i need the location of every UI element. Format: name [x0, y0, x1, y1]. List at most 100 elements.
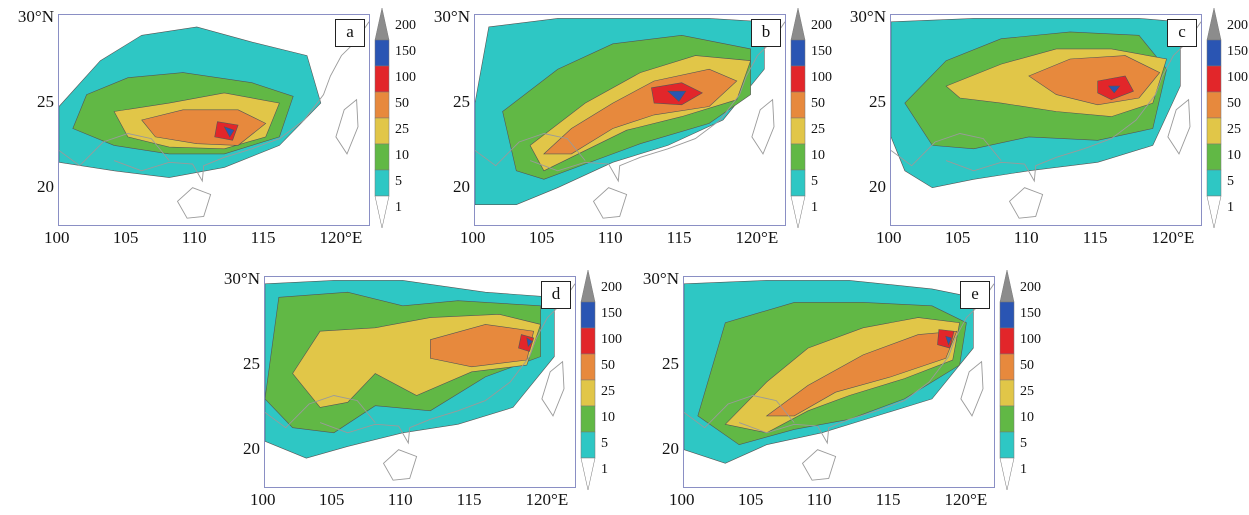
colorbar-label: 50: [601, 358, 615, 373]
precip-contour-150: [223, 126, 235, 138]
colorbar-label: 150: [1227, 44, 1248, 59]
colorbar-label: 25: [1227, 122, 1241, 137]
colorbar-label: 10: [1020, 410, 1034, 425]
lon-tick-label: 105: [737, 490, 764, 509]
panel-label: b: [751, 19, 781, 47]
panel-label: a: [335, 19, 365, 47]
colorbar-label: 1: [1020, 462, 1027, 477]
precip-map: d: [264, 276, 576, 488]
colorbar-segment-150: [580, 301, 596, 329]
precip-contour-150: [526, 337, 533, 348]
colorbar: [998, 270, 1016, 490]
lat-tick-label: 25: [37, 92, 54, 112]
precip-contour-100: [937, 329, 955, 349]
colorbar-segment-10: [374, 143, 390, 171]
colorbar-segment-25: [790, 117, 806, 145]
colorbar-segment-150: [1206, 39, 1222, 67]
precip-contour-150: [1108, 85, 1121, 94]
taiwan-island: [1167, 98, 1191, 155]
colorbar-label: 200: [1227, 18, 1248, 33]
colorbar-label: 150: [811, 44, 832, 59]
colorbar-label: 50: [811, 96, 825, 111]
lon-tick-label: 105: [944, 228, 971, 247]
border-line: [59, 133, 170, 167]
lat-tick-label: 30°N: [849, 7, 886, 27]
colorbar-label: 10: [601, 410, 615, 425]
precip-map: c: [890, 14, 1202, 226]
lat-tick-label: 20: [243, 438, 260, 458]
colorbar-label: 50: [1020, 358, 1034, 373]
colorbar-label: 200: [395, 18, 416, 33]
lon-tick-label: 100: [250, 490, 276, 509]
precip-contour-50: [141, 109, 267, 146]
colorbar-segment-200: [999, 270, 1015, 303]
map-panel-b: 30°N 25 20 b 100 105 110 115 120°E 200 150 100 50 25 1…: [416, 0, 832, 250]
colorbar-segment-150: [790, 39, 806, 67]
precip-contour-100: [518, 334, 535, 352]
colorbar-label: 100: [1020, 332, 1041, 347]
lon-tick-label: 110: [387, 490, 413, 509]
colorbar-segment-100: [374, 65, 390, 93]
panel-label: d: [541, 281, 571, 309]
hainan-island: [592, 187, 628, 219]
colorbar-segment-50: [1206, 91, 1222, 119]
lat-tick-label: 30°N: [642, 269, 679, 289]
colorbar-label: 25: [395, 122, 409, 137]
colorbar-label: 5: [1227, 174, 1234, 189]
colorbar-label: 200: [811, 18, 832, 33]
colorbar-segment-5: [374, 169, 390, 197]
colorbar-label: 1: [811, 200, 818, 215]
colorbar-label: 5: [1020, 436, 1027, 451]
colorbar: [579, 270, 597, 490]
colorbar-label: 50: [1227, 96, 1241, 111]
colorbar-label: 100: [601, 332, 622, 347]
colorbar-segment-1: [374, 195, 390, 228]
colorbar-label: 5: [811, 174, 818, 189]
hainan-island: [382, 449, 418, 481]
colorbar-label: 25: [601, 384, 615, 399]
colorbar-label: 100: [811, 70, 832, 85]
colorbar-label: 5: [601, 436, 608, 451]
colorbar-segment-5: [790, 169, 806, 197]
lat-tick-label: 30°N: [223, 269, 260, 289]
colorbar-label: 1: [601, 462, 608, 477]
lon-tick-label: 105: [318, 490, 345, 509]
colorbar-label: 5: [395, 174, 402, 189]
coastline: [319, 283, 575, 445]
coastline: [529, 21, 785, 183]
colorbar-segment-1: [1206, 195, 1222, 228]
precip-map: b: [474, 14, 786, 226]
colorbar-segment-100: [1206, 65, 1222, 93]
colorbar-segment-50: [999, 353, 1015, 381]
lat-tick-label: 20: [453, 176, 470, 196]
colorbar-label: 10: [395, 148, 409, 163]
lon-tick-label: 110: [597, 228, 623, 247]
colorbar-segment-10: [1206, 143, 1222, 171]
colorbar-label: 1: [395, 200, 402, 215]
lon-tick-label: 110: [1013, 228, 1039, 247]
colorbar-label: 1: [1227, 200, 1234, 215]
colorbar-segment-5: [1206, 169, 1222, 197]
colorbar-segment-150: [374, 39, 390, 67]
colorbar-segment-150: [999, 301, 1015, 329]
lat-tick-label: 30°N: [17, 7, 54, 27]
colorbar: [373, 8, 391, 228]
colorbar-label: 25: [811, 122, 825, 137]
lon-tick-label: 100: [460, 228, 486, 247]
coastline: [945, 21, 1201, 183]
colorbar-label: 200: [1020, 280, 1041, 295]
panel-label: c: [1167, 19, 1197, 47]
colorbar-segment-1: [580, 457, 596, 490]
lat-tick-label: 25: [453, 92, 470, 112]
lat-tick-label: 25: [869, 92, 886, 112]
lon-tick-label: 115: [456, 490, 482, 509]
taiwan-island: [541, 360, 565, 417]
lon-tick-label: 100: [44, 228, 70, 247]
lat-tick-label: 20: [662, 438, 679, 458]
colorbar-segment-1: [790, 195, 806, 228]
colorbar-label: 150: [1020, 306, 1041, 321]
hainan-island: [176, 187, 212, 219]
precip-contour-150: [945, 335, 952, 346]
colorbar-segment-10: [580, 405, 596, 433]
colorbar-segment-10: [999, 405, 1015, 433]
